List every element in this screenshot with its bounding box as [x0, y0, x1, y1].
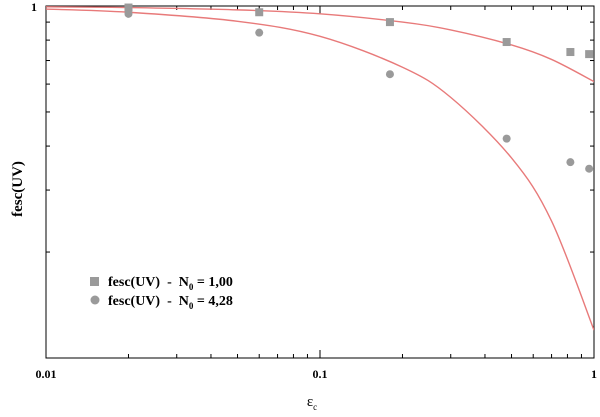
- series-2-point: [385, 70, 394, 79]
- fit-curves: [46, 6, 594, 331]
- legend-entry-1-prefix: fesc(UV) - N: [108, 275, 189, 290]
- legend-entry-1-subscript: 0: [189, 282, 194, 292]
- series-1-point: [502, 38, 511, 47]
- legend-entry-2-subscript: 0: [189, 301, 194, 311]
- series-2-point: [585, 164, 594, 173]
- series-2-point: [124, 9, 133, 18]
- x-axis-label-subscript: c: [313, 402, 317, 412]
- x-axis-label-symbol: ε: [307, 394, 313, 410]
- legend-entry-1: fesc(UV) - N0 = 1,00: [108, 275, 233, 292]
- legend-entry-2-suffix: = 4,28: [193, 294, 232, 309]
- legend: fesc(UV) - N0 = 1,00 fesc(UV) - N0 = 4,2…: [90, 275, 233, 311]
- fit-curve-2: [46, 8, 594, 331]
- data-points: [124, 3, 594, 173]
- series-1-point: [385, 18, 394, 27]
- series-1-point: [566, 48, 575, 57]
- fit-curve-1: [46, 6, 594, 83]
- legend-entry-2-prefix: fesc(UV) - N: [108, 294, 189, 309]
- legend-marker-square: [90, 277, 99, 286]
- series-1-point: [585, 50, 594, 59]
- legend-entry-2: fesc(UV) - N0 = 4,28: [108, 294, 233, 311]
- x-tick-label: 1: [591, 367, 597, 381]
- x-tick-label: 0.01: [36, 367, 57, 381]
- legend-marker-circle: [90, 295, 100, 305]
- tick-labels: 0.01 0.1 1 1: [31, 0, 597, 381]
- y-axis-label: fesc(UV): [10, 161, 26, 217]
- series-1-point: [124, 3, 133, 12]
- series-2-point: [255, 28, 264, 37]
- y-tick-label: 1: [31, 0, 37, 14]
- x-tick-label: 0.1: [313, 367, 328, 381]
- series-2-point: [566, 158, 575, 167]
- x-axis-label: εc: [307, 394, 317, 412]
- series-1-point: [255, 8, 264, 17]
- series-2-point: [502, 134, 511, 143]
- legend-entry-1-suffix: = 1,00: [193, 275, 232, 290]
